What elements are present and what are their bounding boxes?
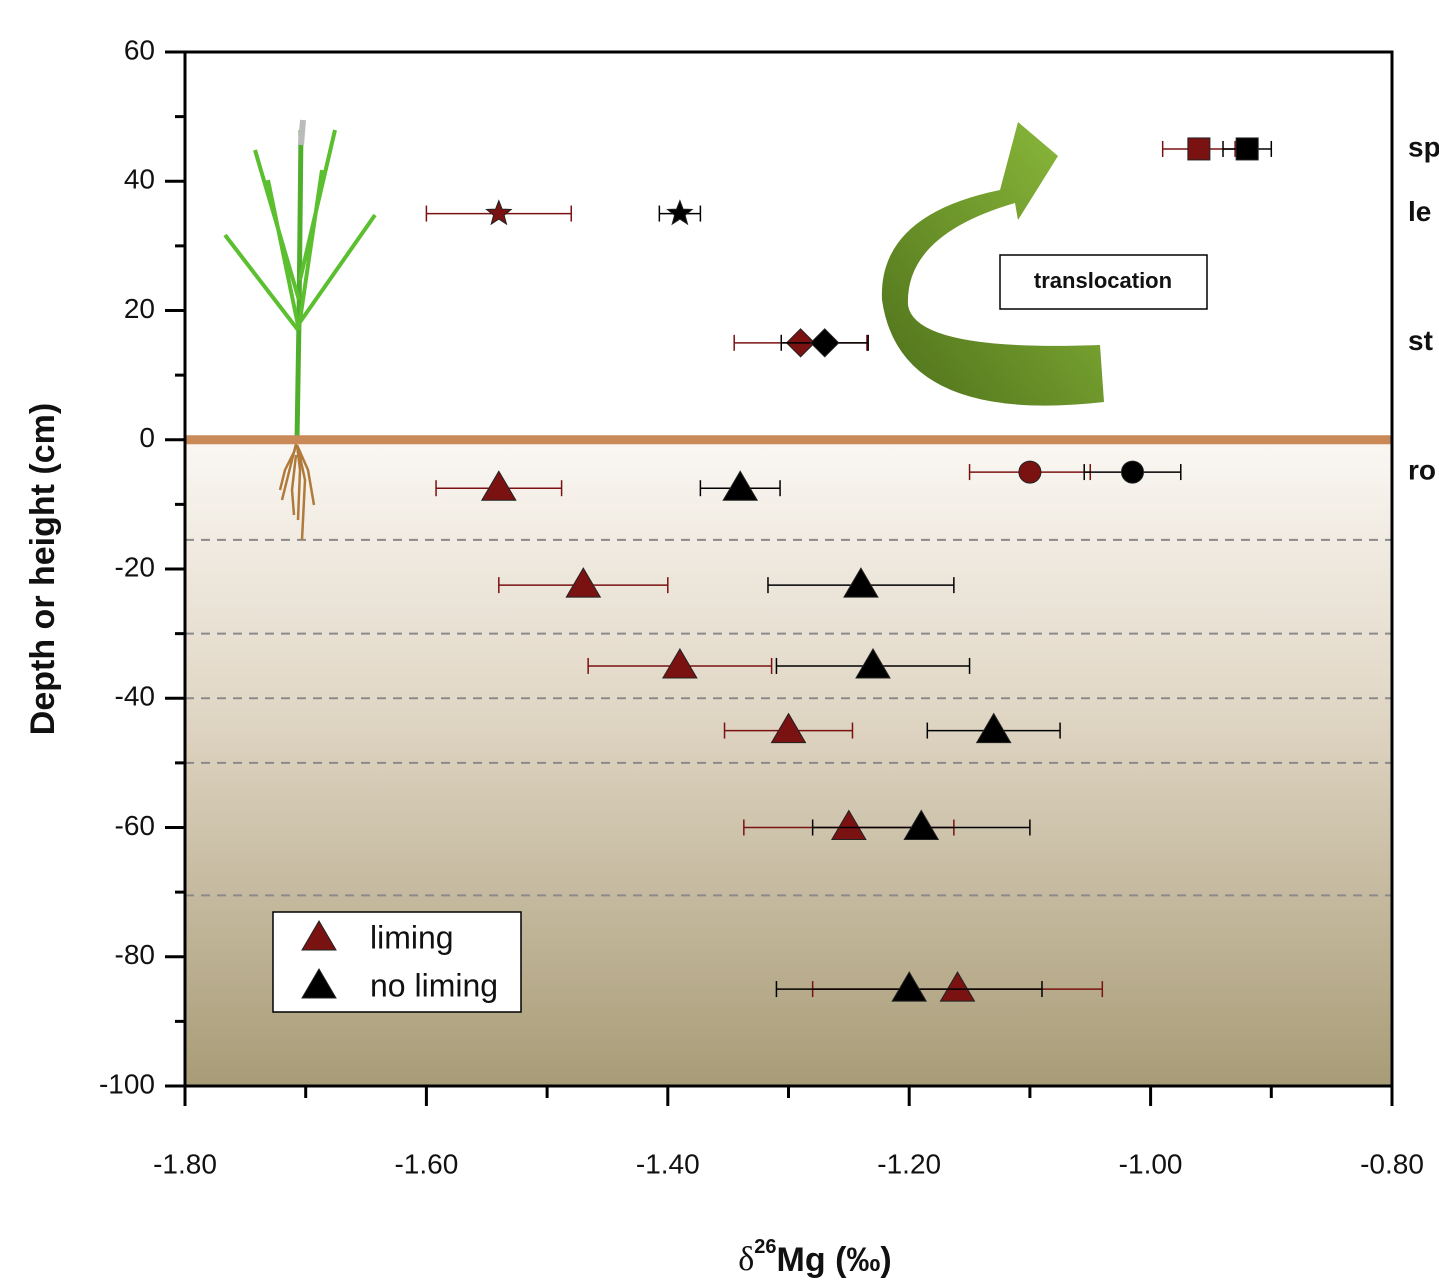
x-tick-label: -1.00 — [1119, 1148, 1183, 1179]
y-axis-label: Depth or height (cm) — [24, 403, 62, 735]
x-tick-label: -1.20 — [877, 1148, 941, 1179]
marker-square — [1187, 137, 1211, 161]
marker-triangle — [661, 647, 698, 679]
marker-triangle — [843, 567, 879, 598]
y-tick-label: -60 — [115, 810, 155, 841]
plant — [223, 119, 377, 541]
x-tick-label: -1.80 — [153, 1148, 217, 1179]
y-tick-label: -100 — [99, 1068, 155, 1099]
y-tick-label: 40 — [124, 164, 155, 195]
marker-triangle — [855, 647, 891, 679]
x-tick-label: -1.40 — [636, 1148, 700, 1179]
x-tick-label: -0.80 — [1360, 1148, 1424, 1179]
y-tick-label: -20 — [115, 551, 155, 582]
marker-circle — [1018, 460, 1042, 484]
marker-triangle — [939, 971, 976, 1002]
marker-triangle — [830, 809, 867, 840]
x-tick-label: -1.60 — [394, 1148, 458, 1179]
annotation: translocation — [1034, 268, 1172, 293]
x-axis-label: δ26Mg (‰) — [738, 1236, 891, 1279]
marker-triangle — [975, 712, 1012, 744]
annotation-box — [999, 254, 1208, 310]
organ-label: le — [1408, 196, 1431, 227]
organ-label: st — [1408, 325, 1433, 356]
y-tick-label: -40 — [115, 681, 155, 712]
x-label-main: Mg (‰) — [777, 1241, 892, 1279]
legend-label: liming — [370, 919, 454, 955]
marker-triangle — [565, 567, 602, 598]
y-tick-label: 20 — [124, 293, 155, 324]
x-label-symbol: δ — [738, 1241, 754, 1278]
organ-label: ro — [1408, 454, 1436, 485]
legend-label: no liming — [370, 967, 498, 1003]
y-tick-label: 0 — [139, 422, 155, 453]
y-tick-label: 60 — [124, 34, 155, 65]
marker-star — [666, 199, 694, 226]
marker-diamond — [810, 328, 840, 358]
marker-triangle — [891, 971, 928, 1002]
marker-triangle — [722, 470, 759, 501]
translocation-arrow — [881, 122, 1104, 406]
marker-triangle — [301, 920, 337, 951]
marker-triangle — [903, 809, 940, 840]
marker-circle — [1120, 460, 1144, 484]
marker-square — [1235, 137, 1259, 161]
marker-triangle — [480, 470, 517, 501]
y-tick-label: -80 — [115, 939, 155, 970]
organ-label: sp — [1408, 131, 1439, 162]
x-label-sup: 26 — [754, 1236, 776, 1258]
marker-triangle — [301, 968, 337, 999]
marker-triangle — [770, 712, 807, 744]
marker-star — [485, 199, 513, 226]
